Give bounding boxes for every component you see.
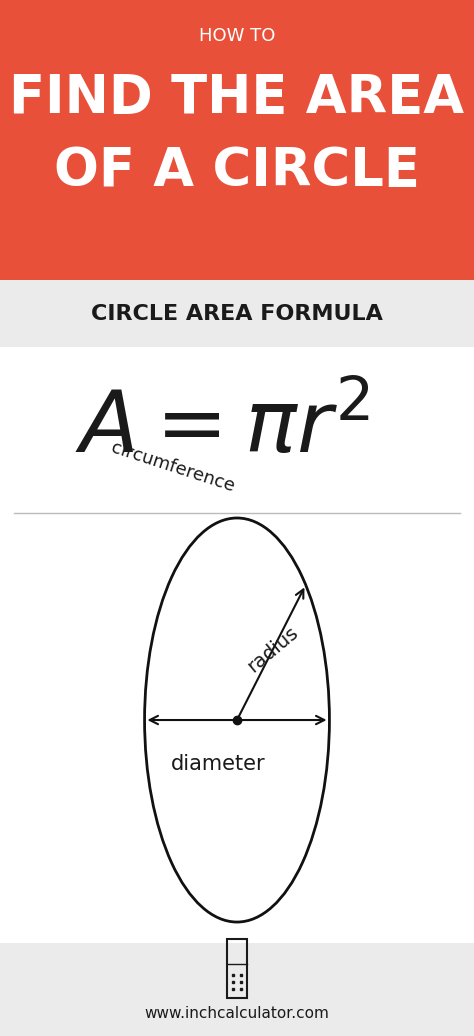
Text: OF A CIRCLE: OF A CIRCLE — [54, 145, 420, 197]
FancyBboxPatch shape — [0, 943, 474, 1036]
Text: diameter: diameter — [171, 754, 265, 774]
Text: CIRCLE AREA FORMULA: CIRCLE AREA FORMULA — [91, 304, 383, 324]
FancyBboxPatch shape — [0, 280, 474, 347]
FancyBboxPatch shape — [0, 0, 474, 285]
Text: www.inchcalculator.com: www.inchcalculator.com — [145, 1006, 329, 1020]
Text: $\mathit{A} = \pi r^2$: $\mathit{A} = \pi r^2$ — [75, 388, 370, 471]
Text: HOW TO: HOW TO — [199, 27, 275, 46]
Text: radius: radius — [243, 623, 302, 677]
Text: circumference: circumference — [109, 438, 237, 495]
Text: FIND THE AREA: FIND THE AREA — [9, 73, 465, 124]
